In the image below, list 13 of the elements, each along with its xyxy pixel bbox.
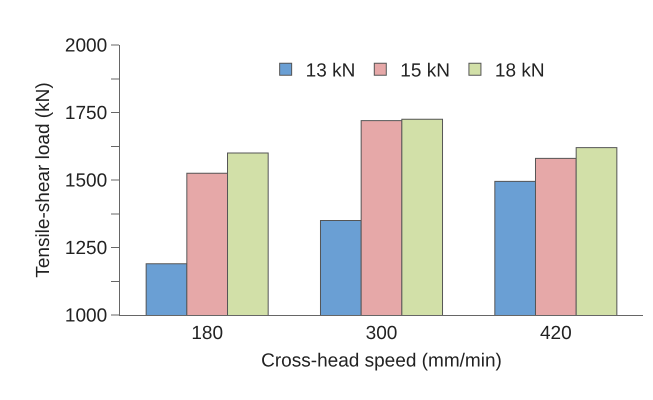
y-tick-label: 2000	[64, 36, 108, 57]
x-tick-label: 180	[191, 322, 224, 344]
y-tick-label: 1750	[64, 103, 108, 124]
y-tick-label: 1500	[64, 170, 108, 192]
y-tick-label: 1000	[64, 306, 108, 327]
legend-label: 18 kN	[494, 60, 545, 82]
legend-label: 13 kN	[306, 60, 356, 82]
x-tick-label: 420	[540, 322, 572, 344]
y-tick-label: 1250	[64, 238, 108, 260]
x-axis-title: Cross-head speed (mm/min)	[261, 350, 502, 372]
legend-label: 15 kN	[400, 60, 450, 82]
x-tick-label: 300	[366, 322, 398, 344]
y-axis-title: Tensile-shear load (kN)	[32, 82, 54, 278]
